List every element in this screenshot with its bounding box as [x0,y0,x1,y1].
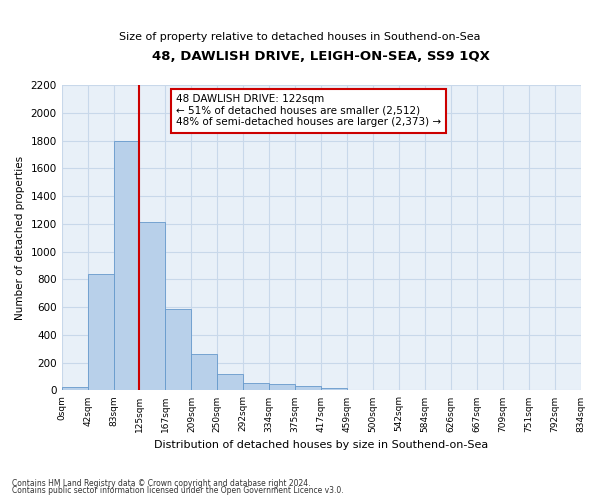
Title: 48, DAWLISH DRIVE, LEIGH-ON-SEA, SS9 1QX: 48, DAWLISH DRIVE, LEIGH-ON-SEA, SS9 1QX [152,50,490,63]
Bar [321,388,347,390]
Bar [166,308,191,390]
Bar [113,140,139,390]
Text: Contains public sector information licensed under the Open Government Licence v3: Contains public sector information licen… [12,486,344,495]
Text: Size of property relative to detached houses in Southend-on-Sea: Size of property relative to detached ho… [119,32,481,42]
Text: Contains HM Land Registry data © Crown copyright and database right 2024.: Contains HM Land Registry data © Crown c… [12,478,311,488]
Y-axis label: Number of detached properties: Number of detached properties [15,156,25,320]
Bar [191,354,217,390]
Bar [295,386,321,390]
Text: 48 DAWLISH DRIVE: 122sqm
← 51% of detached houses are smaller (2,512)
48% of sem: 48 DAWLISH DRIVE: 122sqm ← 51% of detach… [176,94,441,128]
Bar [217,374,243,390]
Bar [243,384,269,390]
Bar [139,222,166,390]
X-axis label: Distribution of detached houses by size in Southend-on-Sea: Distribution of detached houses by size … [154,440,488,450]
Bar [62,387,88,390]
Bar [88,274,113,390]
Bar [269,384,295,390]
